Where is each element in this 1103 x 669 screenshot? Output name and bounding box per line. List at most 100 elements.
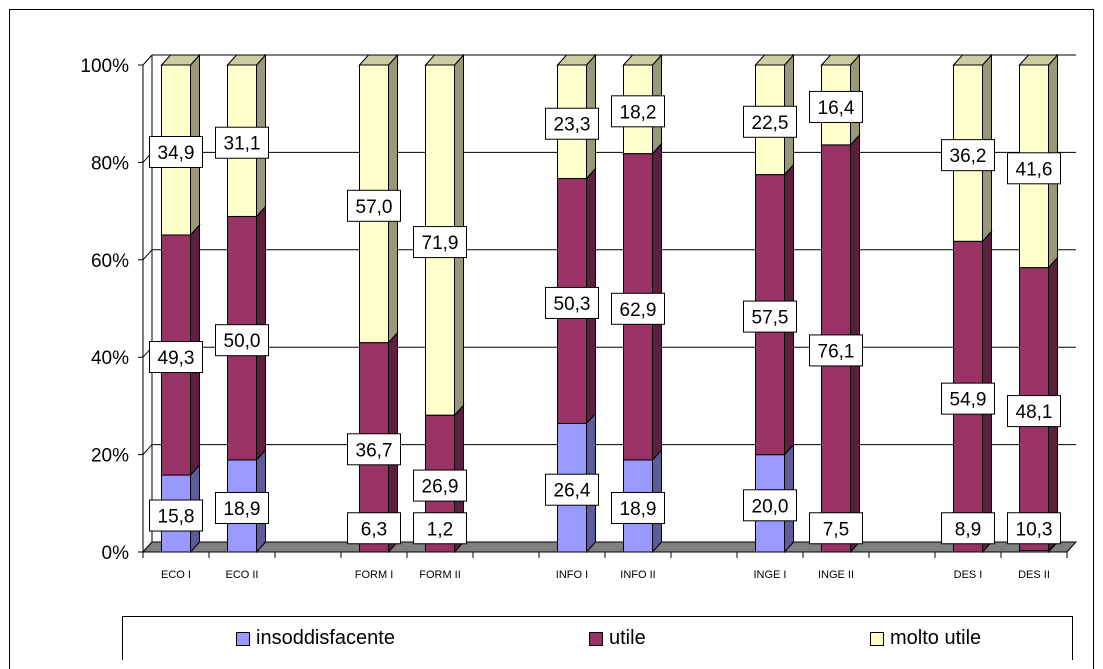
x-tick-label: DES II (1018, 569, 1050, 581)
data-label: 54,9 (950, 390, 987, 411)
y-tick-label: 20% (91, 446, 129, 467)
data-label-box (149, 341, 203, 374)
data-label: 36,7 (356, 440, 393, 461)
gridline-side (142, 444, 153, 455)
legend-item-insoddisfacente: insoddisfacente (236, 627, 395, 650)
x-tick-label: INFO I (556, 569, 588, 581)
legend: insoddisfacente utile molto utile (122, 616, 1073, 660)
data-label-box (941, 139, 995, 172)
data-label-box (809, 512, 863, 545)
data-label-box (743, 105, 797, 138)
x-tick-label: ECO II (225, 569, 258, 581)
data-label: 62,9 (620, 300, 657, 321)
data-label: 6,3 (361, 519, 387, 540)
legend-swatch (589, 631, 603, 646)
data-label-box (809, 334, 863, 367)
data-label: 36,2 (950, 146, 987, 167)
data-label: 48,1 (1016, 402, 1053, 423)
bar-segment-top (160, 54, 201, 66)
data-label: 8,9 (955, 519, 981, 540)
data-label-box (545, 107, 599, 140)
data-label: 10,3 (1016, 519, 1053, 540)
data-label-box (413, 469, 467, 502)
x-tick-label: ECO I (161, 569, 191, 581)
data-label: 34,9 (158, 143, 195, 164)
data-label: 41,6 (1016, 159, 1053, 180)
gridline-side (142, 249, 153, 261)
legend-label: molto utile (890, 627, 982, 649)
data-label: 26,9 (422, 477, 459, 498)
x-tick-label: INFO II (620, 569, 655, 581)
bar-segment-top (952, 54, 993, 66)
data-label-box (1007, 152, 1061, 185)
data-label: 23,3 (554, 115, 591, 136)
data-label: 76,1 (818, 341, 855, 362)
x-tick-label: FORM I (355, 569, 394, 581)
data-label-box (215, 491, 269, 524)
data-label-box (347, 433, 401, 466)
bar-segment-top (622, 54, 663, 66)
data-label-box (149, 499, 203, 532)
data-label: 49,3 (158, 348, 195, 369)
data-label: 57,0 (356, 197, 393, 218)
data-label-box (347, 189, 401, 222)
y-tick-label: 100% (80, 56, 129, 77)
data-label-box (545, 473, 599, 506)
data-label: 57,5 (752, 308, 789, 329)
data-label-box (611, 292, 665, 325)
x-tick-label: INGE II (818, 569, 854, 581)
data-label: 18,9 (620, 499, 657, 520)
data-label: 18,2 (620, 102, 657, 123)
data-label: 22,5 (752, 113, 789, 134)
data-label-box (743, 300, 797, 333)
bar-segment-top (358, 54, 399, 66)
data-label-box (1007, 395, 1061, 428)
data-label-box (215, 126, 269, 159)
chart-frame (9, 9, 1094, 669)
stacked-bar-chart: 0% 20% 40% 60% 80% 100% ECO I ECO II FORM I FORM … (80, 53, 1078, 581)
bar-segment-top (556, 54, 597, 66)
data-label: 50,3 (554, 294, 591, 315)
legend-label: insoddisfacente (256, 627, 395, 649)
data-label-box (347, 512, 401, 545)
legend-swatch (870, 631, 884, 646)
gridline-side (142, 54, 153, 66)
y-tick-label: 40% (91, 348, 129, 369)
data-label-box (743, 489, 797, 522)
bar-segment-top (1018, 54, 1059, 66)
y-tick-label: 60% (91, 251, 129, 272)
data-label-box (413, 512, 467, 545)
legend-label: utile (609, 627, 646, 649)
data-label: 20,0 (752, 496, 789, 517)
legend-item-molto-utile: molto utile (870, 627, 981, 650)
y-tick-label: 80% (91, 153, 129, 174)
bar-segment-top (820, 54, 861, 66)
data-label: 71,9 (422, 233, 459, 254)
data-label: 1,2 (427, 519, 453, 540)
x-tick-label: FORM II (419, 569, 461, 581)
data-label: 7,5 (823, 519, 849, 540)
data-label-box (413, 226, 467, 259)
data-label: 15,8 (158, 507, 195, 528)
data-label-box (611, 95, 665, 128)
x-tick-label: INGE I (753, 569, 786, 581)
data-label-box (149, 135, 203, 168)
legend-item-utile: utile (589, 627, 646, 650)
bar-segment-top (226, 54, 267, 66)
legend-swatch (236, 631, 250, 646)
data-label: 50,0 (224, 331, 261, 352)
data-label-box (215, 324, 269, 357)
bar-segment-top (424, 54, 465, 66)
data-label-box (1007, 512, 1061, 545)
data-label-box (809, 90, 863, 123)
data-label: 26,4 (554, 481, 591, 502)
chart-floor (141, 541, 1078, 553)
data-label-box (545, 286, 599, 319)
data-label: 16,4 (818, 98, 855, 119)
y-tick-label: 0% (102, 543, 130, 564)
data-label: 31,1 (224, 134, 261, 155)
bar-segment-top (754, 54, 795, 66)
data-label-box (941, 512, 995, 545)
data-label-box (941, 382, 995, 415)
data-label: 18,9 (224, 499, 261, 520)
